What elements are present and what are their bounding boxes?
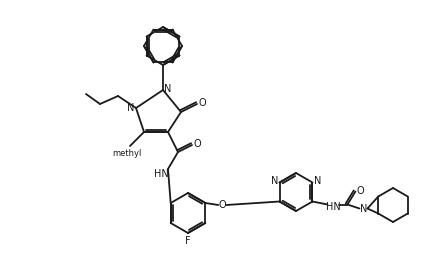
Text: HN: HN (153, 169, 168, 179)
Text: methyl: methyl (112, 150, 142, 159)
Text: N: N (360, 205, 367, 215)
Text: N: N (314, 176, 321, 186)
Text: O: O (193, 139, 201, 149)
Text: O: O (218, 200, 226, 210)
Text: HN: HN (326, 202, 341, 212)
Text: N: N (127, 103, 135, 113)
Text: N: N (271, 176, 278, 186)
Text: O: O (198, 98, 206, 108)
Text: F: F (185, 236, 191, 246)
Text: O: O (357, 186, 364, 195)
Text: N: N (165, 84, 172, 94)
